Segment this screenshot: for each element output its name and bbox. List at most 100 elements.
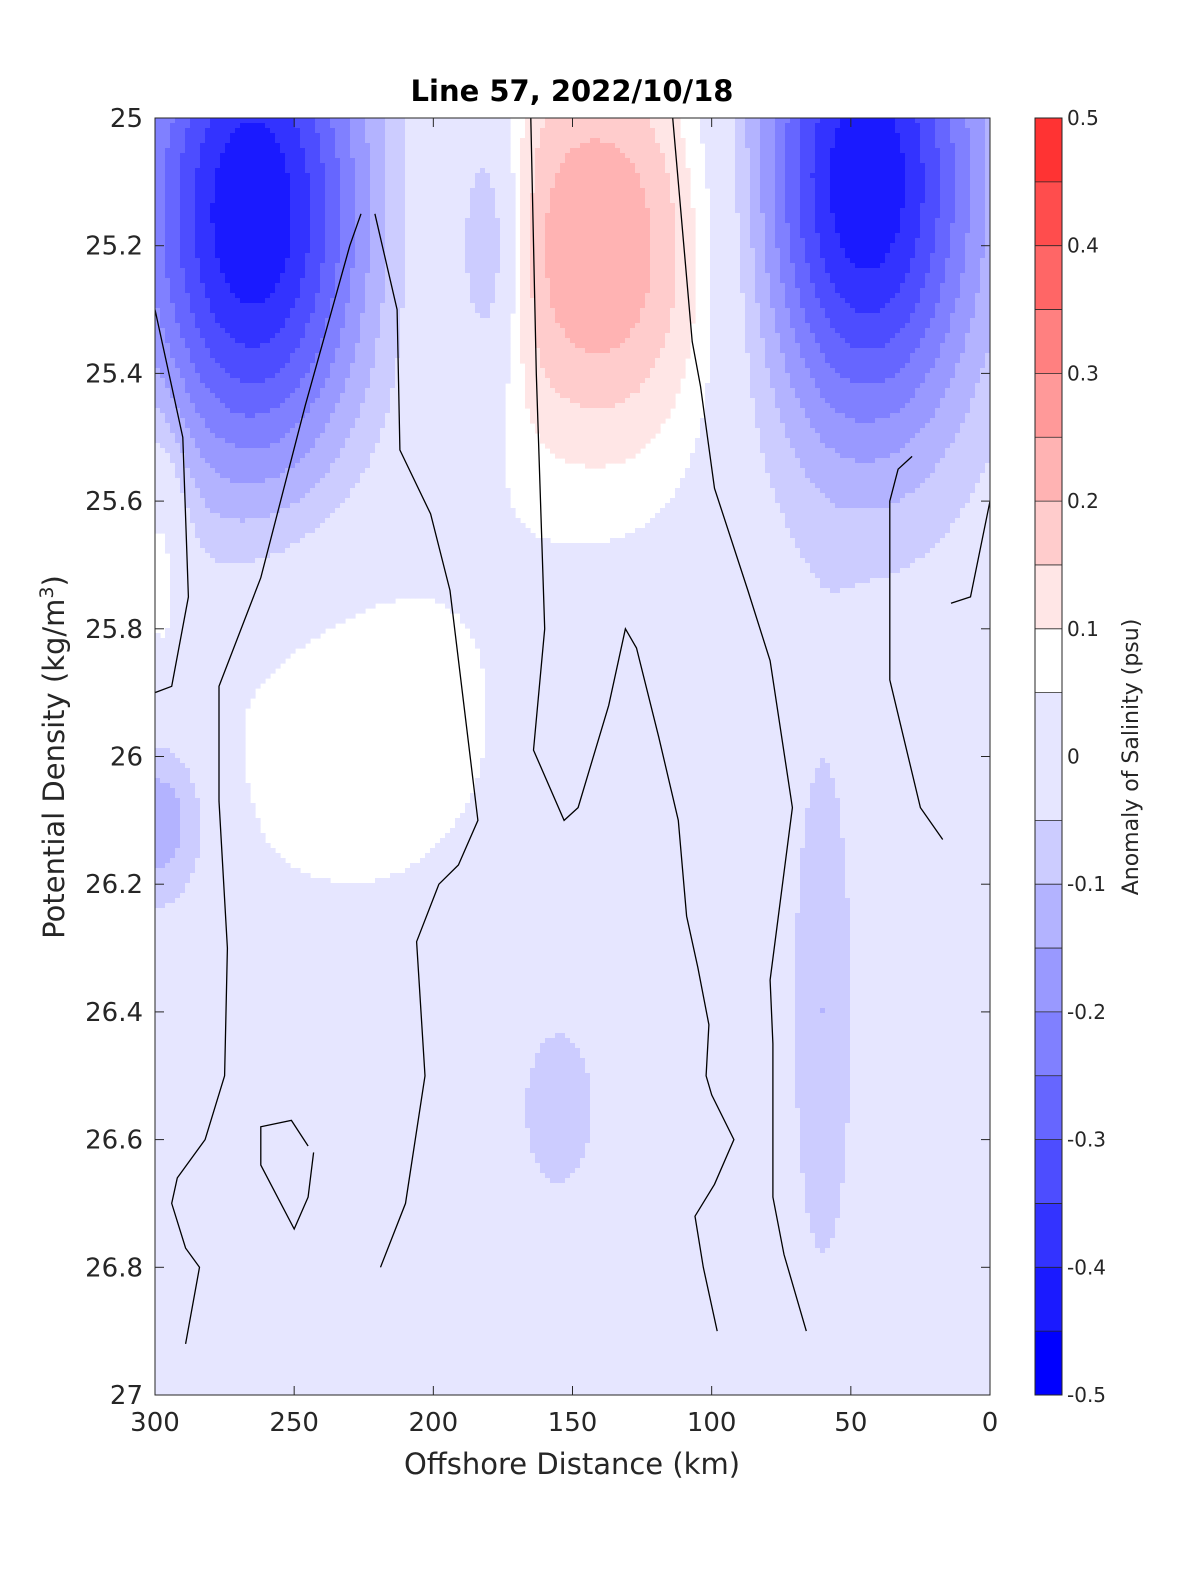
anomaly-cell [960,153,966,159]
anomaly-cell [595,188,601,194]
anomaly-cell [570,238,576,244]
anomaly-cell [470,268,476,274]
anomaly-cell [325,238,331,244]
anomaly-cell [770,243,776,249]
anomaly-cell [800,268,806,274]
anomaly-cell [465,148,471,154]
anomaly-cell [900,243,906,249]
anomaly-cell [340,128,346,134]
anomaly-cell [770,173,776,179]
anomaly-cell [920,223,926,229]
anomaly-cell [495,198,501,204]
anomaly-cell [220,153,226,159]
anomaly-cell [575,148,581,154]
anomaly-cell [285,203,291,209]
anomaly-cell [950,143,956,149]
anomaly-cell [935,263,941,269]
anomaly-cell [885,218,891,224]
anomaly-cell [915,258,921,264]
anomaly-cell [470,208,476,214]
anomaly-cell [450,198,456,204]
anomaly-cell [775,238,781,244]
anomaly-cell [595,178,601,184]
anomaly-cell [405,263,411,269]
anomaly-cell [295,148,301,154]
anomaly-cell [195,228,201,234]
anomaly-cell [800,248,806,254]
anomaly-cell [730,183,736,189]
anomaly-cell [625,208,631,214]
anomaly-cell [875,223,881,229]
anomaly-cell [655,233,661,239]
anomaly-cell [370,253,376,259]
anomaly-cell [260,218,266,224]
anomaly-cell [215,153,221,159]
anomaly-cell [370,118,376,124]
anomaly-cell [465,128,471,134]
anomaly-cell [260,148,266,154]
anomaly-cell [560,138,566,144]
anomaly-cell [175,218,181,224]
anomaly-cell [770,183,776,189]
anomaly-cell [300,148,306,154]
anomaly-cell [630,133,636,139]
anomaly-cell [270,193,276,199]
anomaly-cell [790,148,796,154]
anomaly-cell [655,188,661,194]
anomaly-cell [165,183,171,189]
anomaly-cell [885,213,891,219]
anomaly-cell [935,223,941,229]
anomaly-cell [670,243,676,249]
anomaly-cell [920,253,926,259]
anomaly-cell [370,133,376,139]
anomaly-cell [730,143,736,149]
anomaly-cell [175,148,181,154]
anomaly-cell [975,243,981,249]
anomaly-cell [800,243,806,249]
anomaly-cell [615,173,621,179]
anomaly-cell [935,228,941,234]
anomaly-cell [625,213,631,219]
anomaly-cell [250,218,256,224]
anomaly-cell [565,243,571,249]
anomaly-cell [785,153,791,159]
anomaly-cell [415,258,421,264]
anomaly-cell [855,168,861,174]
anomaly-cell [355,118,361,124]
anomaly-cell [970,188,976,194]
anomaly-cell [205,238,211,244]
anomaly-cell [360,263,366,269]
anomaly-cell [205,208,211,214]
anomaly-cell [720,218,726,224]
anomaly-cell [870,133,876,139]
anomaly-cell [285,143,291,149]
anomaly-cell [575,178,581,184]
anomaly-cell [560,193,566,199]
anomaly-cell [950,238,956,244]
anomaly-cell [780,213,786,219]
anomaly-cell [865,263,871,269]
anomaly-cell [600,143,606,149]
anomaly-cell [210,173,216,179]
anomaly-cell [215,243,221,249]
anomaly-cell [865,208,871,214]
anomaly-cell [320,218,326,224]
anomaly-cell [740,223,746,229]
anomaly-cell [535,208,541,214]
anomaly-cell [185,233,191,239]
anomaly-cell [950,148,956,154]
anomaly-cell [315,118,321,124]
anomaly-cell [490,138,496,144]
anomaly-cell [950,233,956,239]
anomaly-cell [320,178,326,184]
anomaly-cell [905,128,911,134]
anomaly-cell [965,193,971,199]
anomaly-cell [600,248,606,254]
anomaly-cell [285,178,291,184]
anomaly-cell [550,203,556,209]
anomaly-cell [590,133,596,139]
anomaly-cell [400,213,406,219]
anomaly-cell [565,198,571,204]
anomaly-cell [345,228,351,234]
anomaly-cell [740,158,746,164]
